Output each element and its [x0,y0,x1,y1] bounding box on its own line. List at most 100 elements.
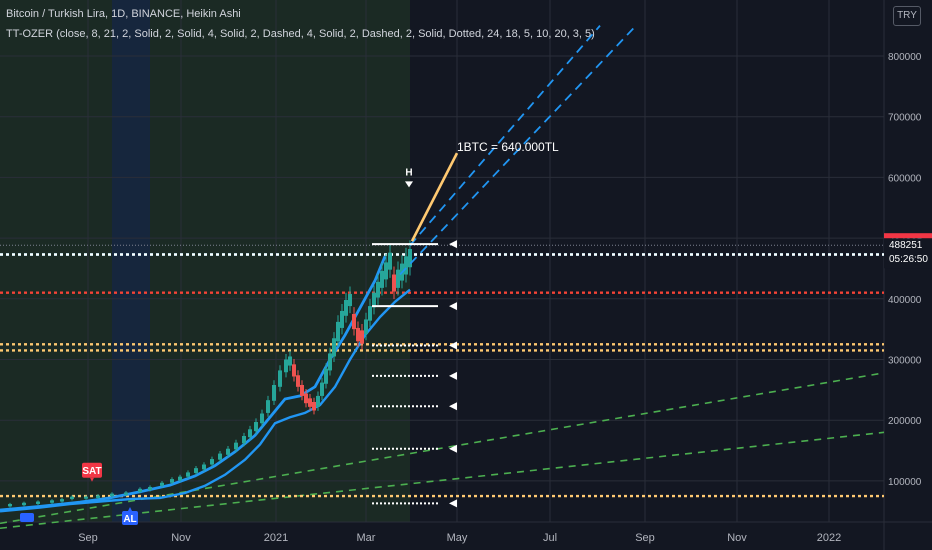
candle [348,293,352,307]
x-tick-label: 2022 [817,532,841,544]
candle [96,495,100,498]
candle [254,422,258,432]
level-arrow-6 [449,499,457,508]
candle [356,327,360,342]
candle [408,249,412,268]
ma-fast-line [0,255,387,512]
y-tick-label: 800000 [888,52,922,63]
candle [308,398,312,407]
candle [248,429,252,438]
candle [336,321,340,342]
candle [60,499,64,502]
countdown-text: 05:26:50 [889,254,928,265]
candle [316,395,320,407]
candle [392,274,396,292]
price-tag-last [884,238,932,269]
y-tick-label: 200000 [888,416,922,427]
x-tick-label: Sep [78,532,98,544]
candle [194,468,198,474]
candle [404,256,408,275]
candle [124,492,128,495]
sat-badge [82,462,102,478]
candle [226,448,230,455]
x-tick-label: Sep [635,532,655,544]
level-arrow-0 [449,240,457,249]
candle [8,503,12,507]
forecast-upper [409,25,601,246]
candle [234,442,238,450]
candle [324,368,328,384]
candle [300,384,304,396]
candle [50,500,54,503]
x-tick-label: Nov [727,532,747,544]
candle [110,493,114,497]
candle [352,313,356,330]
level-arrow-5 [449,444,457,453]
forecast-lower [399,25,637,276]
x-tick-label: Nov [171,532,191,544]
symbol-legend: Bitcoin / Turkish Lira, 1D, BINANCE, Hei… [6,8,241,20]
sat-label: SAT [82,466,101,477]
candle [186,472,190,477]
target-label: 1BTC = 640.000TL [457,140,559,154]
candle [304,393,308,404]
candle [296,375,300,387]
target-line [410,152,459,242]
level-arrow-3 [449,371,457,380]
session-shade-green [0,0,410,522]
candle [388,252,392,270]
candle [360,330,364,344]
session-shade-blue [112,0,150,522]
candle [368,306,372,321]
al-label: AL [123,514,136,525]
future-area [410,0,884,522]
x-tick-label: Jul [543,532,557,544]
candle [70,496,74,500]
y-tick-label: 400000 [888,295,922,306]
candle [384,262,388,280]
candle [364,319,368,335]
candle [22,502,26,506]
candle [84,496,88,499]
x-tick-label: Mar [357,532,376,544]
al-badge [122,511,138,525]
candle [340,310,344,328]
y-tick-label: 600000 [888,173,922,184]
candle [396,269,400,288]
indicator-legend: TT-OZER (close, 8, 21, 2, Solid, 2, Soli… [6,28,595,40]
candle [320,382,324,396]
candle [36,501,40,504]
candle [266,400,270,413]
candle [376,281,380,298]
candle [202,464,206,470]
candle [312,401,316,411]
candle [138,488,142,492]
y-tick-label: 100000 [888,477,922,488]
level-arrow-2 [449,341,457,350]
candle [292,364,296,377]
level-arrow-1 [449,302,457,311]
candle [328,353,332,371]
candle [148,486,152,491]
candle [218,453,222,460]
x-tick-label: 2021 [264,532,288,544]
candle [288,356,292,366]
candle [178,476,182,481]
y-tick-label: 700000 [888,113,922,124]
price-tag-last-text: 488251 [889,240,923,251]
level-arrow-4 [449,402,457,411]
candle [380,270,384,288]
al-badge-small [20,513,34,522]
candle [272,384,276,401]
candle [242,435,246,444]
sat-pointer [90,477,94,482]
currency-button[interactable]: TRY [893,6,921,26]
h-marker-label: H [405,167,412,178]
h-marker-arrow [405,181,413,188]
candle [210,459,214,465]
trend-line-lower [0,431,885,530]
candle [260,413,264,424]
candle [284,359,288,373]
candle [160,482,164,486]
